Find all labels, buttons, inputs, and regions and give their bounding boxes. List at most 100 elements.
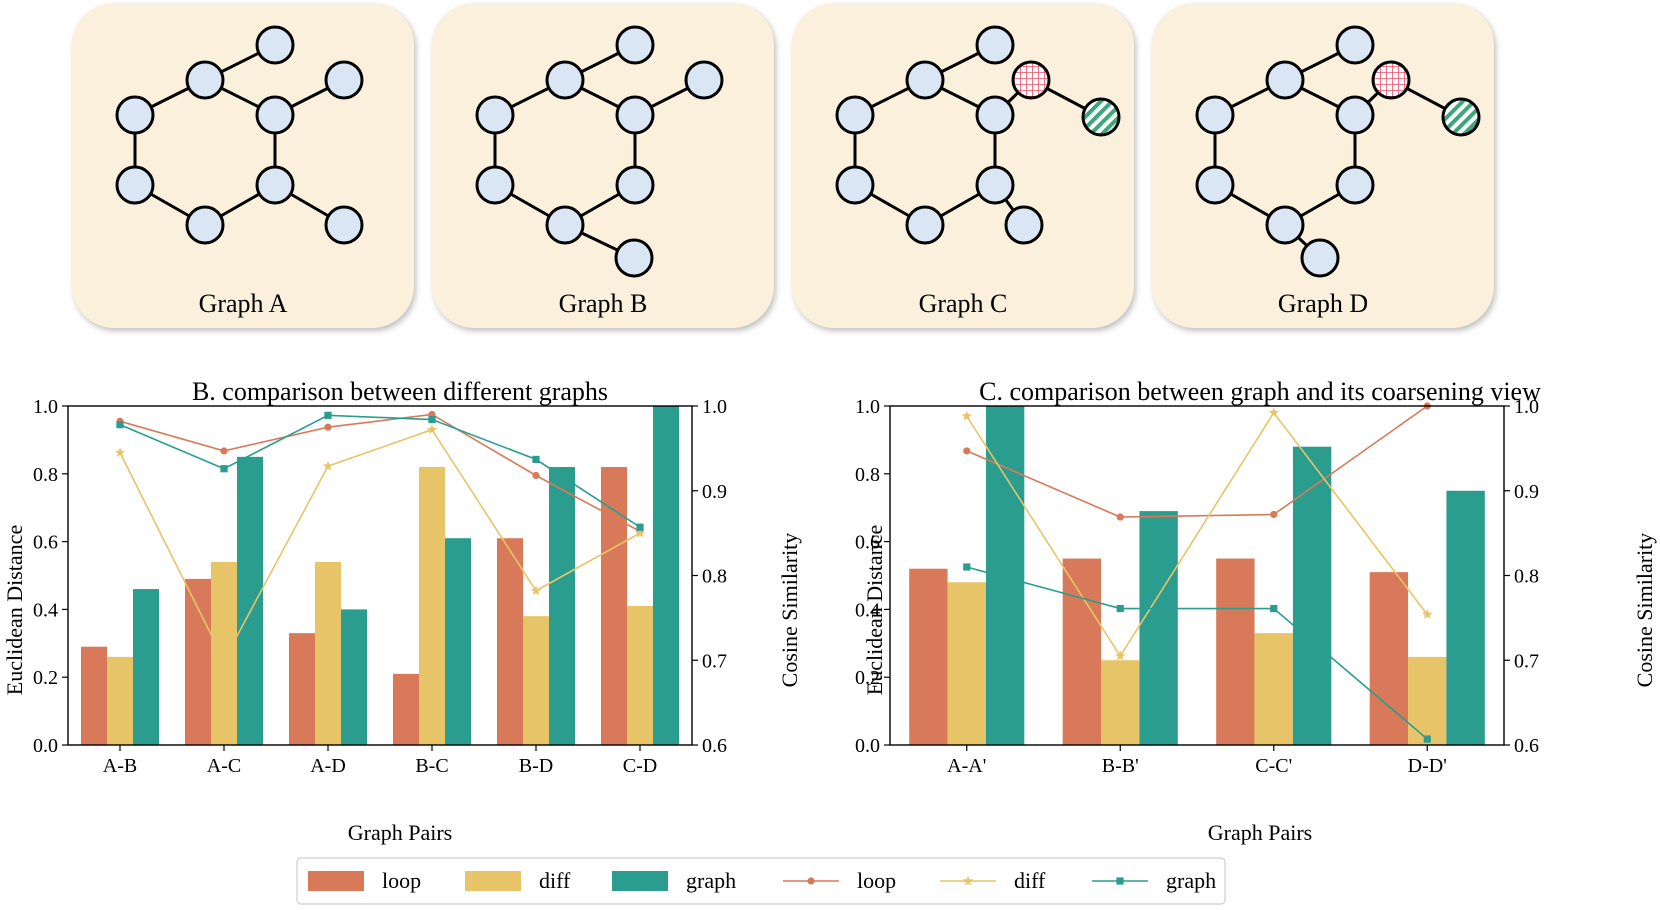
graph-node [545, 205, 585, 245]
graph-node [615, 25, 655, 65]
y-tick-label: 0.6 [855, 532, 880, 554]
graph-panel-label: Graph C [919, 289, 1008, 318]
bar-diff-A-A' [947, 582, 986, 745]
legend-entry-bar-graph: graph [612, 868, 736, 893]
graph-node-red [1011, 60, 1051, 100]
x-tick-label: C-D [623, 755, 657, 777]
bar-loop-D-D' [1369, 572, 1409, 745]
point-graph-B-D [532, 455, 540, 463]
bar-graph-A-C [237, 456, 263, 745]
y2-tick-label: 0.7 [1514, 650, 1539, 672]
legend-entry-bar-diff: diff [465, 868, 571, 893]
y2-tick-label: 0.6 [702, 735, 727, 757]
y2-tick-label: 0.8 [702, 566, 727, 588]
bar-loop-C-C' [1216, 558, 1255, 745]
panel-background [792, 3, 1134, 328]
legend-label: graph [1166, 868, 1216, 893]
legend-marker [807, 877, 815, 885]
y2-tick-label: 1.0 [702, 396, 727, 418]
chart-c-xlabel: Graph Pairs [1208, 820, 1312, 845]
graph-panel-c: Graph C [792, 3, 1134, 328]
point-graph-B-B' [1116, 604, 1124, 613]
bar-diff-B-C [419, 467, 445, 745]
graph-node [905, 205, 945, 245]
graph-node [475, 165, 515, 205]
bar-graph-C-C' [1292, 446, 1332, 745]
legend-swatch [465, 871, 521, 891]
bar-loop-B-D [497, 538, 523, 745]
legend-entry-line-diff: diff [940, 868, 1046, 893]
line-loop [966, 405, 1428, 518]
y-tick-label: 0.0 [33, 735, 58, 757]
x-tick-label: B-C [415, 755, 448, 777]
graph-panel-d: Graph D [1152, 3, 1494, 328]
bar-diff-A-B [107, 656, 133, 745]
line-graph [966, 566, 1428, 740]
bar-diff-A-C [211, 561, 237, 745]
bar-graph-A-B [133, 589, 159, 745]
bar-loop-C-D [601, 467, 627, 745]
bar-graph-A-A' [985, 406, 1025, 745]
point-diff-C-C' [1268, 407, 1279, 418]
bar-diff-D-D' [1408, 656, 1447, 745]
y-tick-label: 0.8 [33, 464, 58, 486]
graph-node [255, 25, 295, 65]
point-loop-A-D [324, 423, 332, 431]
graph-node [975, 25, 1015, 65]
graph-node [1195, 95, 1235, 135]
y-tick-label: 0.2 [855, 667, 880, 689]
y-tick-label: 0.8 [855, 464, 880, 486]
x-tick-label: D-D' [1408, 755, 1447, 777]
graph-node-green [1441, 97, 1481, 137]
y2-tick-label: 0.8 [1514, 566, 1539, 588]
x-tick-label: A-D [310, 755, 346, 777]
chart-c-y2label: Cosine Similarity [1632, 533, 1657, 688]
line-graph [119, 414, 641, 528]
graph-panels: Graph A Graph B Graph C Graph D [72, 3, 1494, 328]
point-loop-A-A' [963, 447, 971, 455]
chart-b-ylabel: Euclidean Distance [2, 525, 27, 695]
legend-label: loop [857, 868, 896, 893]
graph-node [1195, 165, 1235, 205]
bar-diff-C-D [627, 606, 653, 745]
chart-c-title: C. comparison between graph and its coar… [979, 377, 1541, 406]
point-diff-D-D' [1422, 609, 1433, 619]
graph-node [115, 165, 155, 205]
point-diff-B-B' [1115, 650, 1126, 661]
y2-tick-label: 0.9 [1514, 481, 1539, 503]
bar-graph-C-D [653, 406, 679, 745]
legend-marker [1116, 877, 1124, 885]
graph-panel-a: Graph A [72, 3, 414, 328]
graph-node [324, 205, 364, 245]
graph-node [185, 205, 225, 245]
legend-frame [296, 857, 1226, 905]
y-tick-label: 0.6 [33, 532, 58, 554]
point-loop-B-D [532, 471, 540, 480]
y-tick-label: 0.2 [33, 667, 58, 689]
bar-graph-B-C [445, 538, 471, 745]
graph-panel-label: Graph A [199, 289, 288, 318]
point-graph-D-D' [1423, 735, 1431, 743]
y2-tick-label: 0.6 [1514, 735, 1539, 757]
line-diff [966, 411, 1428, 658]
legend-entry-line-loop: loop [783, 868, 896, 893]
graph-node [835, 165, 875, 205]
graph-node [1335, 95, 1375, 135]
x-tick-label: A-B [103, 755, 137, 777]
bar-diff-C-C' [1254, 633, 1293, 745]
legend-entry-bar-loop: loop [308, 868, 421, 893]
point-diff-B-D [530, 585, 542, 596]
bar-graph-D-D' [1446, 490, 1485, 745]
graph-node [1265, 205, 1305, 245]
graph-node [615, 165, 655, 205]
graph-node [185, 60, 225, 100]
legend-label: graph [686, 868, 736, 893]
bar-graph-B-B' [1139, 511, 1178, 745]
point-loop-C-C' [1270, 510, 1278, 519]
bar-graph-B-D [549, 467, 575, 745]
point-graph-A-D [324, 411, 332, 419]
legend-swatch [612, 871, 668, 891]
graph-node [905, 60, 945, 100]
graph-node [1265, 60, 1305, 100]
